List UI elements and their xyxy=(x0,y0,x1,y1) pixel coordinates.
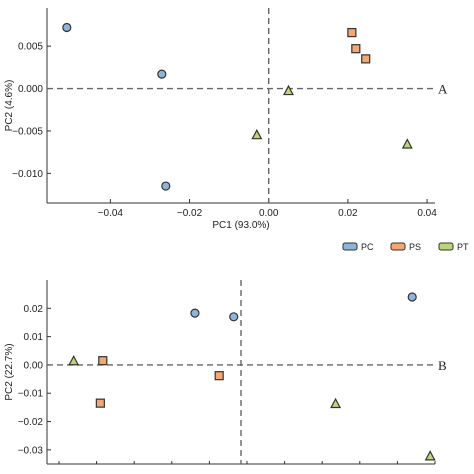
panel-letter: A xyxy=(438,82,448,97)
y-tick-label: 0.00 xyxy=(24,360,44,371)
point-PT xyxy=(68,354,80,366)
legend: PC PS PT xyxy=(342,242,469,252)
point-PS xyxy=(214,371,224,381)
legend-swatch-PS xyxy=(390,242,406,251)
y-tick-label: 0.000 xyxy=(18,84,43,95)
point-PC xyxy=(229,312,239,322)
point-PT xyxy=(401,138,413,149)
legend-label-PT: PT xyxy=(457,242,469,252)
point-PT xyxy=(283,84,295,96)
panel-letter: B xyxy=(438,358,447,373)
y-tick-label: 0.02 xyxy=(24,304,44,315)
y-tick-label: −0.01 xyxy=(18,389,44,400)
point-PS xyxy=(347,27,357,38)
point-PT xyxy=(330,397,342,409)
point-PS xyxy=(98,356,108,366)
y-tick-label: −0.03 xyxy=(18,445,44,456)
point-PS xyxy=(95,398,105,408)
x-tick-label: −0.04 xyxy=(98,208,124,219)
point-PC xyxy=(161,181,171,191)
y-axis-label: PC2 (4.6%) xyxy=(4,80,15,132)
point-PC xyxy=(62,22,72,33)
point-PC xyxy=(157,69,167,79)
y-tick-label: −0.010 xyxy=(12,169,43,180)
panel-A: 0.005 0.000 −0.005 −0.010 −0.04 −0.02 0.00 0.02… xyxy=(4,8,448,231)
x-tick-label: −0.02 xyxy=(177,208,203,219)
point-PT xyxy=(251,128,263,140)
panel-B: 0.02 0.01 0.00 −0.01 −0.02 −0.03 PC2 (22.7%) B xyxy=(4,280,447,465)
legend-label-PS: PS xyxy=(409,242,421,252)
legend-swatch-PT xyxy=(438,242,454,251)
point-PT xyxy=(424,450,436,461)
x-axis-label: PC1 (93.0%) xyxy=(212,220,269,231)
x-tick-label: 0.00 xyxy=(259,208,279,219)
x-tick-label: 0.04 xyxy=(417,208,437,219)
x-tick-label: 0.02 xyxy=(338,208,358,219)
legend-swatch-PC xyxy=(342,242,358,251)
legend-label-PC: PC xyxy=(361,242,374,252)
point-PS xyxy=(361,54,371,64)
y-tick-label: −0.005 xyxy=(12,126,43,137)
y-tick-label: −0.02 xyxy=(18,417,44,428)
y-tick-label: 0.005 xyxy=(18,42,43,53)
y-tick-label: 0.01 xyxy=(24,332,44,343)
point-PS xyxy=(351,44,361,54)
point-PC xyxy=(407,292,417,302)
point-PC xyxy=(190,308,200,318)
y-axis-label: PC2 (22.7%) xyxy=(4,343,15,400)
